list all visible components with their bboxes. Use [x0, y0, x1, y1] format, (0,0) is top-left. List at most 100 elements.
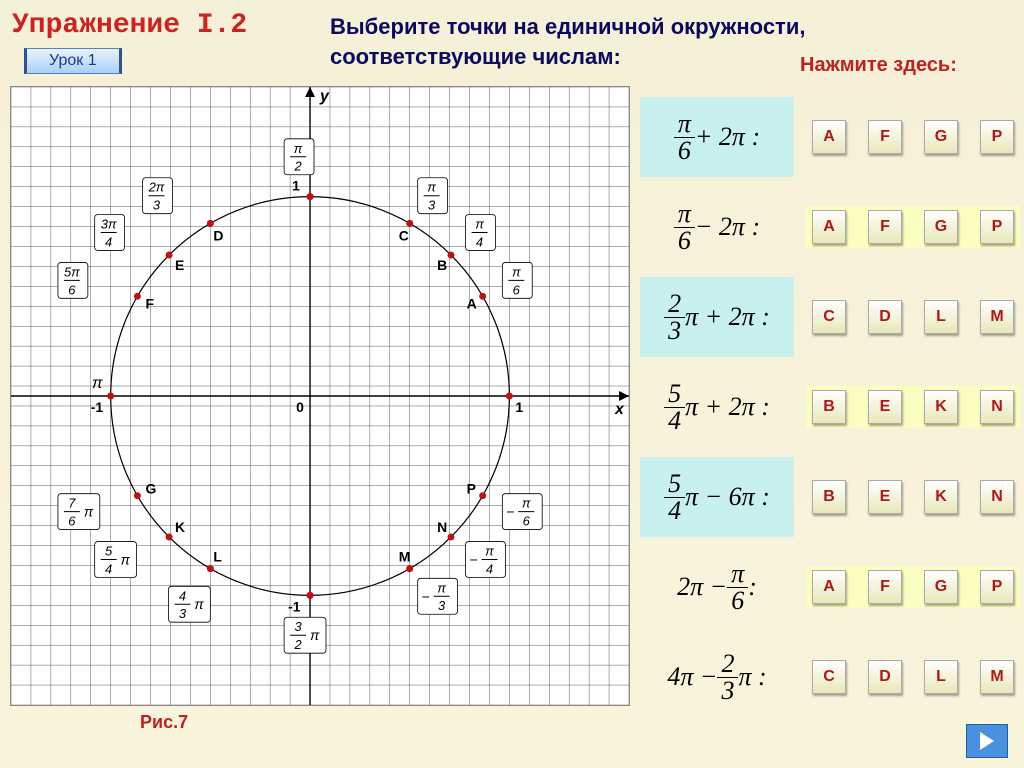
answer-button-e[interactable]: E — [868, 480, 902, 514]
answer-button-f[interactable]: F — [868, 570, 902, 604]
svg-text:6: 6 — [513, 282, 521, 297]
svg-text:5: 5 — [105, 544, 113, 559]
svg-text:6: 6 — [523, 514, 531, 529]
answer-button-f[interactable]: F — [868, 210, 902, 244]
svg-text:0: 0 — [296, 399, 304, 415]
svg-text:−: − — [422, 588, 430, 604]
svg-text:π: π — [485, 544, 494, 559]
svg-text:4: 4 — [486, 561, 493, 576]
svg-text:π: π — [512, 264, 521, 279]
svg-text:π: π — [92, 375, 103, 392]
svg-text:π: π — [84, 504, 94, 520]
svg-text:−: − — [470, 552, 478, 568]
answer-group: AFGP — [806, 566, 1020, 608]
answer-button-f[interactable]: F — [868, 120, 902, 154]
svg-text:2π: 2π — [148, 180, 165, 195]
svg-text:6: 6 — [68, 282, 76, 297]
answer-button-p[interactable]: P — [980, 570, 1014, 604]
svg-text:−: − — [506, 504, 514, 520]
svg-text:4: 4 — [476, 234, 483, 249]
answer-group: CDLM — [806, 296, 1020, 338]
answer-row: 4π − 23π : CDLM — [640, 632, 1020, 722]
svg-text:P: P — [467, 481, 476, 497]
answer-group: BEKN — [806, 476, 1020, 518]
svg-text:-1: -1 — [288, 598, 301, 614]
answer-button-b[interactable]: B — [812, 390, 846, 424]
svg-text:C: C — [399, 227, 409, 243]
svg-text:E: E — [175, 257, 184, 273]
svg-text:3: 3 — [179, 606, 187, 621]
svg-text:3: 3 — [294, 619, 302, 634]
svg-text:3: 3 — [428, 198, 436, 213]
answer-button-k[interactable]: K — [924, 480, 958, 514]
answer-button-a[interactable]: A — [812, 210, 846, 244]
answer-button-n[interactable]: N — [980, 480, 1014, 514]
svg-text:4: 4 — [105, 234, 112, 249]
svg-text:A: A — [467, 295, 477, 311]
svg-text:M: M — [399, 549, 411, 565]
svg-text:π: π — [522, 496, 531, 511]
answer-button-m[interactable]: M — [980, 300, 1014, 334]
answer-button-c[interactable]: C — [812, 660, 846, 694]
expression: 2π − π6 : — [640, 547, 794, 627]
svg-text:3π: 3π — [101, 216, 117, 231]
svg-text:4: 4 — [179, 588, 186, 603]
figure-label: Рис.7 — [140, 712, 188, 733]
svg-text:π: π — [194, 596, 204, 612]
answer-row: π6 − 2π : AFGP — [640, 182, 1020, 272]
next-button[interactable] — [966, 724, 1008, 758]
answer-button-p[interactable]: P — [980, 120, 1014, 154]
svg-text:3: 3 — [153, 198, 161, 213]
answer-row: 54π − 6π :BEKN — [640, 452, 1020, 542]
answer-button-n[interactable]: N — [980, 390, 1014, 424]
svg-text:D: D — [213, 227, 223, 243]
answer-button-p[interactable]: P — [980, 210, 1014, 244]
svg-text:1: 1 — [515, 399, 523, 415]
answer-group: BEKN — [806, 386, 1020, 428]
svg-text:F: F — [145, 295, 154, 311]
svg-text:π: π — [475, 216, 484, 231]
answer-row: 2π − π6 : AFGP — [640, 542, 1020, 632]
expression: 23π + 2π : — [640, 277, 794, 357]
answer-button-g[interactable]: G — [924, 210, 958, 244]
svg-text:x: x — [614, 401, 625, 418]
svg-text:π: π — [437, 580, 446, 595]
answer-row: 54π + 2π : BEKN — [640, 362, 1020, 452]
svg-text:1: 1 — [292, 178, 300, 194]
svg-text:6: 6 — [68, 514, 76, 529]
answer-button-a[interactable]: A — [812, 570, 846, 604]
press-here-label: Нажмите здесь: — [800, 54, 957, 77]
answer-button-m[interactable]: M — [980, 660, 1014, 694]
svg-text:2: 2 — [293, 637, 301, 652]
answer-group: AFGP — [806, 206, 1020, 248]
expression: 4π − 23π : — [640, 637, 794, 717]
expression: 54π + 2π : — [640, 367, 794, 447]
svg-text:π: π — [294, 141, 303, 156]
answer-button-d[interactable]: D — [868, 300, 902, 334]
svg-text:K: K — [175, 519, 185, 535]
svg-text:3: 3 — [438, 598, 446, 613]
answer-button-g[interactable]: G — [924, 570, 958, 604]
answer-button-k[interactable]: K — [924, 390, 958, 424]
answer-button-l[interactable]: L — [924, 660, 958, 694]
svg-text:5π: 5π — [64, 264, 80, 279]
lesson-button[interactable]: Урок 1 — [24, 48, 122, 74]
svg-text:N: N — [437, 519, 447, 535]
answer-button-e[interactable]: E — [868, 390, 902, 424]
answer-button-d[interactable]: D — [868, 660, 902, 694]
answer-button-g[interactable]: G — [924, 120, 958, 154]
svg-text:π: π — [427, 180, 436, 195]
svg-text:L: L — [213, 549, 222, 565]
answer-button-a[interactable]: A — [812, 120, 846, 154]
answer-button-c[interactable]: C — [812, 300, 846, 334]
answer-button-b[interactable]: B — [812, 480, 846, 514]
answer-column: π6 + 2π :AFGPπ6 − 2π :AFGP23π + 2π :CDLM… — [640, 92, 1020, 722]
svg-text:y: y — [319, 88, 330, 105]
answer-row: π6 + 2π : AFGP — [640, 92, 1020, 182]
expression: π6 − 2π : — [640, 187, 794, 267]
answer-row: 23π + 2π : CDLM — [640, 272, 1020, 362]
answer-button-l[interactable]: L — [924, 300, 958, 334]
expression: π6 + 2π : — [640, 97, 794, 177]
svg-text:π: π — [121, 552, 131, 568]
svg-text:4: 4 — [105, 561, 112, 576]
